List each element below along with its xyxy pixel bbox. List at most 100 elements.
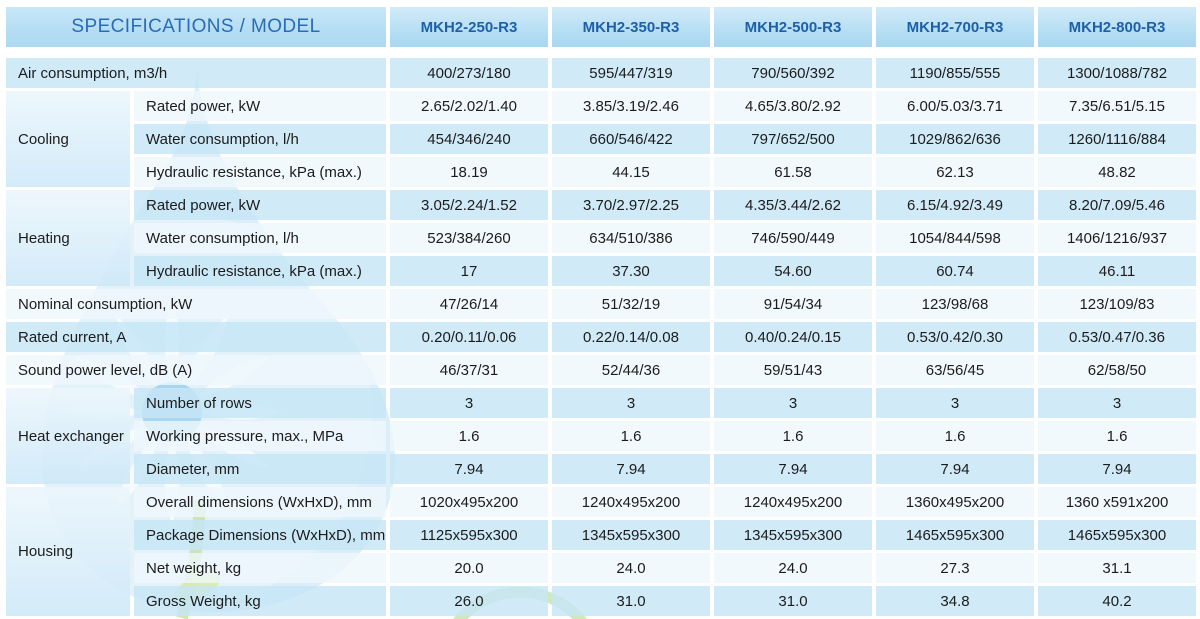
spec-value-cell: 123/98/68: [876, 289, 1034, 319]
table-row: Net weight, kg 20.0 24.0 24.0 27.3 31.1: [6, 553, 1196, 583]
spec-value-cell: 0.40/0.24/0.15: [714, 322, 872, 352]
row-label: Net weight, kg: [134, 553, 386, 583]
header-row: SPECIFICATIONS / MODEL MKH2-250-R3 MKH2-3…: [6, 7, 1196, 47]
spec-value-cell: 18.19: [390, 157, 548, 187]
spec-value-cell: 6.00/5.03/3.71: [876, 91, 1034, 121]
spec-value-cell: 1300/1088/782: [1038, 58, 1196, 88]
spec-value-cell: 1125x595x300: [390, 520, 548, 550]
spec-value-cell: 34.8: [876, 586, 1034, 616]
spec-value-cell: 1360 x591x200: [1038, 487, 1196, 517]
spec-value-cell: 37.30: [552, 256, 710, 286]
spec-value-cell: 26.0: [390, 586, 548, 616]
spec-value-cell: 0.20/0.11/0.06: [390, 322, 548, 352]
spec-value-cell: 1240x495x200: [714, 487, 872, 517]
row-label: Package Dimensions (WxHxD), mm: [134, 520, 386, 550]
table-row: Hydraulic resistance, kPa (max.) 17 37.30 5…: [6, 256, 1196, 286]
row-label: Number of rows: [134, 388, 386, 418]
table-row: Heating Rated power, kW 3.05/2.24/1.52 3.70…: [6, 190, 1196, 286]
spec-value-cell: 1345x595x300: [552, 520, 710, 550]
column-header-model: MKH2-500-R3: [714, 7, 872, 47]
spec-value-cell: 1020x495x200: [390, 487, 548, 517]
row-label: Sound power level, dB (A): [6, 355, 386, 385]
spec-model-header: SPECIFICATIONS / MODEL: [6, 7, 386, 47]
spec-value-cell: 1.6: [390, 421, 548, 451]
table-row: Water consumption, l/h 523/384/260 634/510…: [6, 223, 1196, 253]
table-row: Air consumption, m3/h 400/273/180 595/447/…: [6, 58, 1196, 88]
spec-value-cell: 1.6: [714, 421, 872, 451]
table-row: Sound power level, dB (A) 46/37/31 52/44/3…: [6, 355, 1196, 385]
spec-value-cell: 7.94: [1038, 454, 1196, 484]
table-row: Water consumption, l/h 454/346/240 660/546…: [6, 124, 1196, 154]
spec-value-cell: 2.65/2.02/1.40: [390, 91, 548, 121]
spec-value-cell: 24.0: [714, 553, 872, 583]
table-row: Rated current, A 0.20/0.11/0.06 0.22/0.14/…: [6, 322, 1196, 352]
spec-value-cell: 40.2: [1038, 586, 1196, 616]
table-row: Working pressure, max., MPa 1.6 1.6 1.6 1.6 1…: [6, 421, 1196, 451]
spec-value-cell: 3.70/2.97/2.25: [552, 190, 710, 220]
header-gap-row: [6, 50, 1196, 55]
column-header-model: MKH2-250-R3: [390, 7, 548, 47]
spec-value-cell: 1029/862/636: [876, 124, 1034, 154]
spec-value-cell: 62.13: [876, 157, 1034, 187]
spec-value-cell: 1260/1116/884: [1038, 124, 1196, 154]
row-label: Overall dimensions (WxHxD), mm: [134, 487, 386, 517]
spec-value-cell: 0.53/0.47/0.36: [1038, 322, 1196, 352]
spec-value-cell: 44.15: [552, 157, 710, 187]
spec-value-cell: 7.94: [714, 454, 872, 484]
spec-value-cell: 1406/1216/937: [1038, 223, 1196, 253]
spec-value-cell: 0.53/0.42/0.30: [876, 322, 1034, 352]
spec-value-cell: 60.74: [876, 256, 1034, 286]
table-row: Gross Weight, kg 26.0 31.0 31.0 34.8 40.2: [6, 586, 1196, 616]
spec-value-cell: 3: [714, 388, 872, 418]
spec-value-cell: 59/51/43: [714, 355, 872, 385]
spec-value-cell: 7.94: [876, 454, 1034, 484]
spec-value-cell: 51/32/19: [552, 289, 710, 319]
spec-value-cell: 7.94: [390, 454, 548, 484]
row-label: Diameter, mm: [134, 454, 386, 484]
spec-value-cell: 63/56/45: [876, 355, 1034, 385]
spec-value-cell: 1465x595x300: [1038, 520, 1196, 550]
row-group-label: Heat exchanger: [6, 388, 130, 484]
row-group-label: Cooling: [6, 91, 130, 187]
spec-value-cell: 31.1: [1038, 553, 1196, 583]
spec-value-cell: 3: [552, 388, 710, 418]
spec-value-cell: 1054/844/598: [876, 223, 1034, 253]
column-header-model: MKH2-800-R3: [1038, 7, 1196, 47]
spec-value-cell: 61.58: [714, 157, 872, 187]
table-row: Nominal consumption, kW 47/26/14 51/32/19 9…: [6, 289, 1196, 319]
spec-value-cell: 46/37/31: [390, 355, 548, 385]
spec-value-cell: 4.65/3.80/2.92: [714, 91, 872, 121]
row-label: Water consumption, l/h: [134, 223, 386, 253]
spec-value-cell: 7.94: [552, 454, 710, 484]
spec-value-cell: 454/346/240: [390, 124, 548, 154]
spec-value-cell: 27.3: [876, 553, 1034, 583]
spec-value-cell: 523/384/260: [390, 223, 548, 253]
spec-value-cell: 3.05/2.24/1.52: [390, 190, 548, 220]
spec-value-cell: 3.85/3.19/2.46: [552, 91, 710, 121]
row-label: Hydraulic resistance, kPa (max.): [134, 256, 386, 286]
table-row: Package Dimensions (WxHxD), mm 1125x595x3…: [6, 520, 1196, 550]
spec-value-cell: 1.6: [552, 421, 710, 451]
spec-value-cell: 746/590/449: [714, 223, 872, 253]
spec-value-cell: 6.15/4.92/3.49: [876, 190, 1034, 220]
spec-value-cell: 790/560/392: [714, 58, 872, 88]
row-label: Rated power, kW: [134, 91, 386, 121]
spec-table-body: Air consumption, m3/h 400/273/180 595/447/…: [6, 58, 1196, 616]
spec-value-cell: 48.82: [1038, 157, 1196, 187]
table-row: Hydraulic resistance, kPa (max.) 18.19 44.…: [6, 157, 1196, 187]
row-group-label: Heating: [6, 190, 130, 286]
spec-value-cell: 1.6: [1038, 421, 1196, 451]
table-row: Housing Overall dimensions (WxHxD), mm 102…: [6, 487, 1196, 616]
spec-value-cell: 1190/855/555: [876, 58, 1034, 88]
spec-value-cell: 0.22/0.14/0.08: [552, 322, 710, 352]
spec-value-cell: 1240x495x200: [552, 487, 710, 517]
row-label: Hydraulic resistance, kPa (max.): [134, 157, 386, 187]
spec-value-cell: 595/447/319: [552, 58, 710, 88]
spec-value-cell: 8.20/7.09/5.46: [1038, 190, 1196, 220]
table-row: Heat exchanger Number of rows 3 3 3 3 3: [6, 388, 1196, 484]
spec-value-cell: 46.11: [1038, 256, 1196, 286]
spec-value-cell: 660/546/422: [552, 124, 710, 154]
spec-value-cell: 31.0: [552, 586, 710, 616]
spec-value-cell: 634/510/386: [552, 223, 710, 253]
